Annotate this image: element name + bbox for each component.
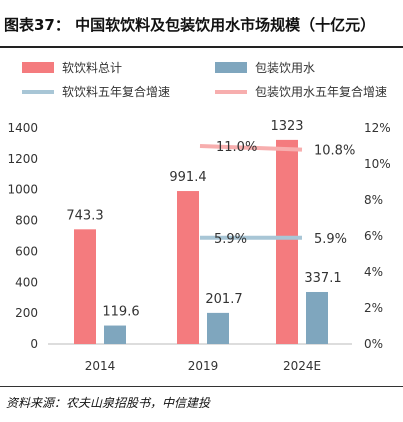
- y2-tick-label: 6%: [364, 229, 383, 243]
- legend-label: 包装饮用水五年复合增速: [255, 84, 387, 99]
- y2-tick-label: 4%: [364, 265, 383, 279]
- y-tick-label: 1000: [7, 183, 38, 197]
- legend-label: 软饮料五年复合增速: [62, 84, 170, 99]
- y2-tick-label: 0%: [364, 337, 383, 351]
- cagr-line-soft-drinks: [199, 144, 303, 152]
- bar-soft-drinks: [74, 229, 96, 344]
- legend-swatch: [22, 62, 54, 73]
- cagr-label-water-start: 5.9%: [214, 232, 247, 247]
- y2-tick-label: 12%: [364, 121, 391, 135]
- legend-line: [215, 90, 247, 94]
- legend-label: 包装饮用水: [255, 61, 315, 75]
- bar-water: [207, 312, 229, 344]
- legend-line: [22, 90, 54, 94]
- data-label-soft-drinks: 1323: [270, 119, 303, 134]
- y-tick-label: 800: [15, 214, 38, 228]
- cagr-label-soft-end: 10.8%: [314, 144, 355, 159]
- bar-soft-drinks: [276, 139, 298, 344]
- chart-title: 图表37： 中国软饮料及包装饮用水市场规模（十亿元）: [4, 16, 376, 34]
- legend-swatch: [215, 62, 247, 73]
- cagr-label-water-end: 5.9%: [314, 232, 347, 247]
- y-tick-label: 600: [15, 244, 38, 258]
- bar-water: [306, 291, 328, 344]
- y2-tick-label: 8%: [364, 193, 383, 207]
- x-tick-label: 2024E: [283, 359, 321, 373]
- y-tick-label: 400: [15, 275, 38, 289]
- y-tick-label: 0: [30, 337, 38, 351]
- y-tick-label: 1200: [7, 152, 38, 166]
- data-label-soft-drinks: 991.4: [169, 170, 206, 185]
- data-label-water: 201.7: [205, 292, 242, 307]
- legend-label: 软饮料总计: [62, 61, 122, 75]
- data-label-soft-drinks: 743.3: [66, 208, 103, 223]
- data-label-water: 119.6: [102, 305, 139, 320]
- cagr-label-soft-start: 11.0%: [216, 140, 257, 155]
- source-note: 资料来源：农夫山泉招股书，中信建投: [6, 396, 211, 410]
- y2-tick-label: 10%: [364, 157, 391, 171]
- y2-tick-label: 2%: [364, 301, 383, 315]
- x-tick-label: 2019: [188, 359, 219, 373]
- bar-water: [104, 325, 126, 344]
- bar-soft-drinks: [177, 191, 199, 344]
- y-tick-label: 1400: [7, 121, 38, 135]
- title-rule: [0, 46, 403, 48]
- source-rule: [0, 386, 403, 387]
- x-tick-label: 2014: [85, 359, 116, 373]
- y-tick-label: 200: [15, 306, 38, 320]
- data-label-water: 337.1: [304, 271, 341, 286]
